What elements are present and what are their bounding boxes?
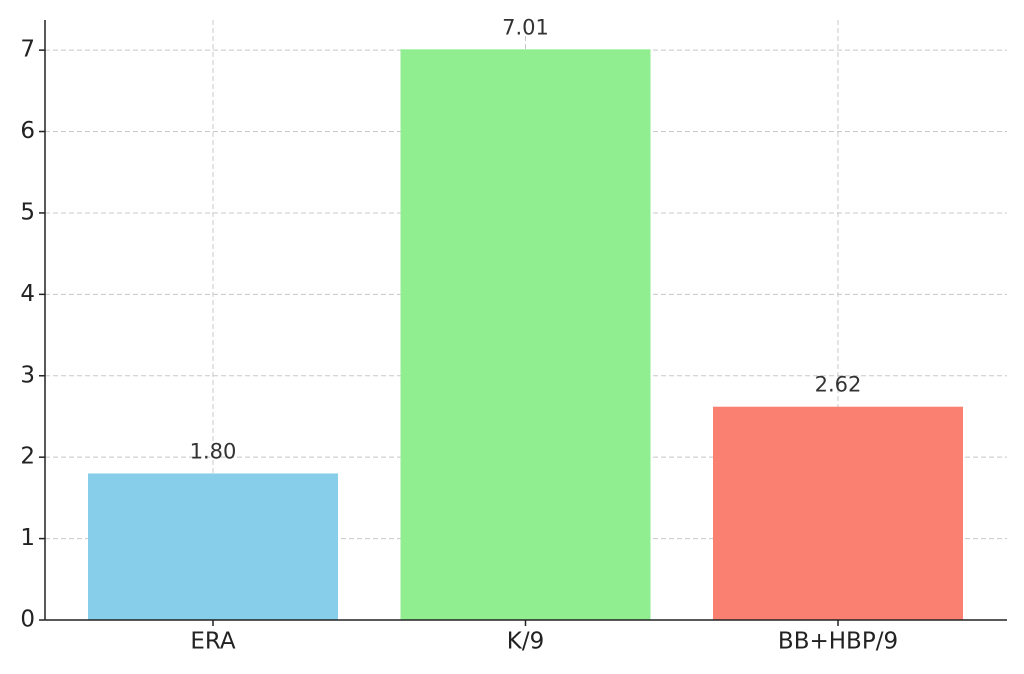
x-tick-label: K/9 — [507, 629, 544, 655]
bar — [713, 406, 963, 620]
bar — [88, 473, 338, 620]
x-tick-label: ERA — [190, 629, 236, 655]
y-tick-label: 1 — [20, 525, 35, 551]
y-tick-label: 6 — [20, 118, 35, 144]
x-tick-label: BB+HBP/9 — [778, 629, 898, 655]
y-tick-label: 0 — [20, 607, 35, 633]
y-tick-label: 5 — [20, 199, 35, 225]
value-label: 7.01 — [502, 15, 549, 39]
value-label: 2.62 — [815, 373, 862, 397]
y-tick-label: 7 — [20, 37, 35, 63]
y-tick-label: 2 — [20, 444, 35, 470]
y-tick-label: 4 — [20, 281, 35, 307]
value-label: 1.80 — [190, 439, 237, 463]
y-tick-label: 3 — [20, 362, 35, 388]
bar — [400, 49, 651, 621]
